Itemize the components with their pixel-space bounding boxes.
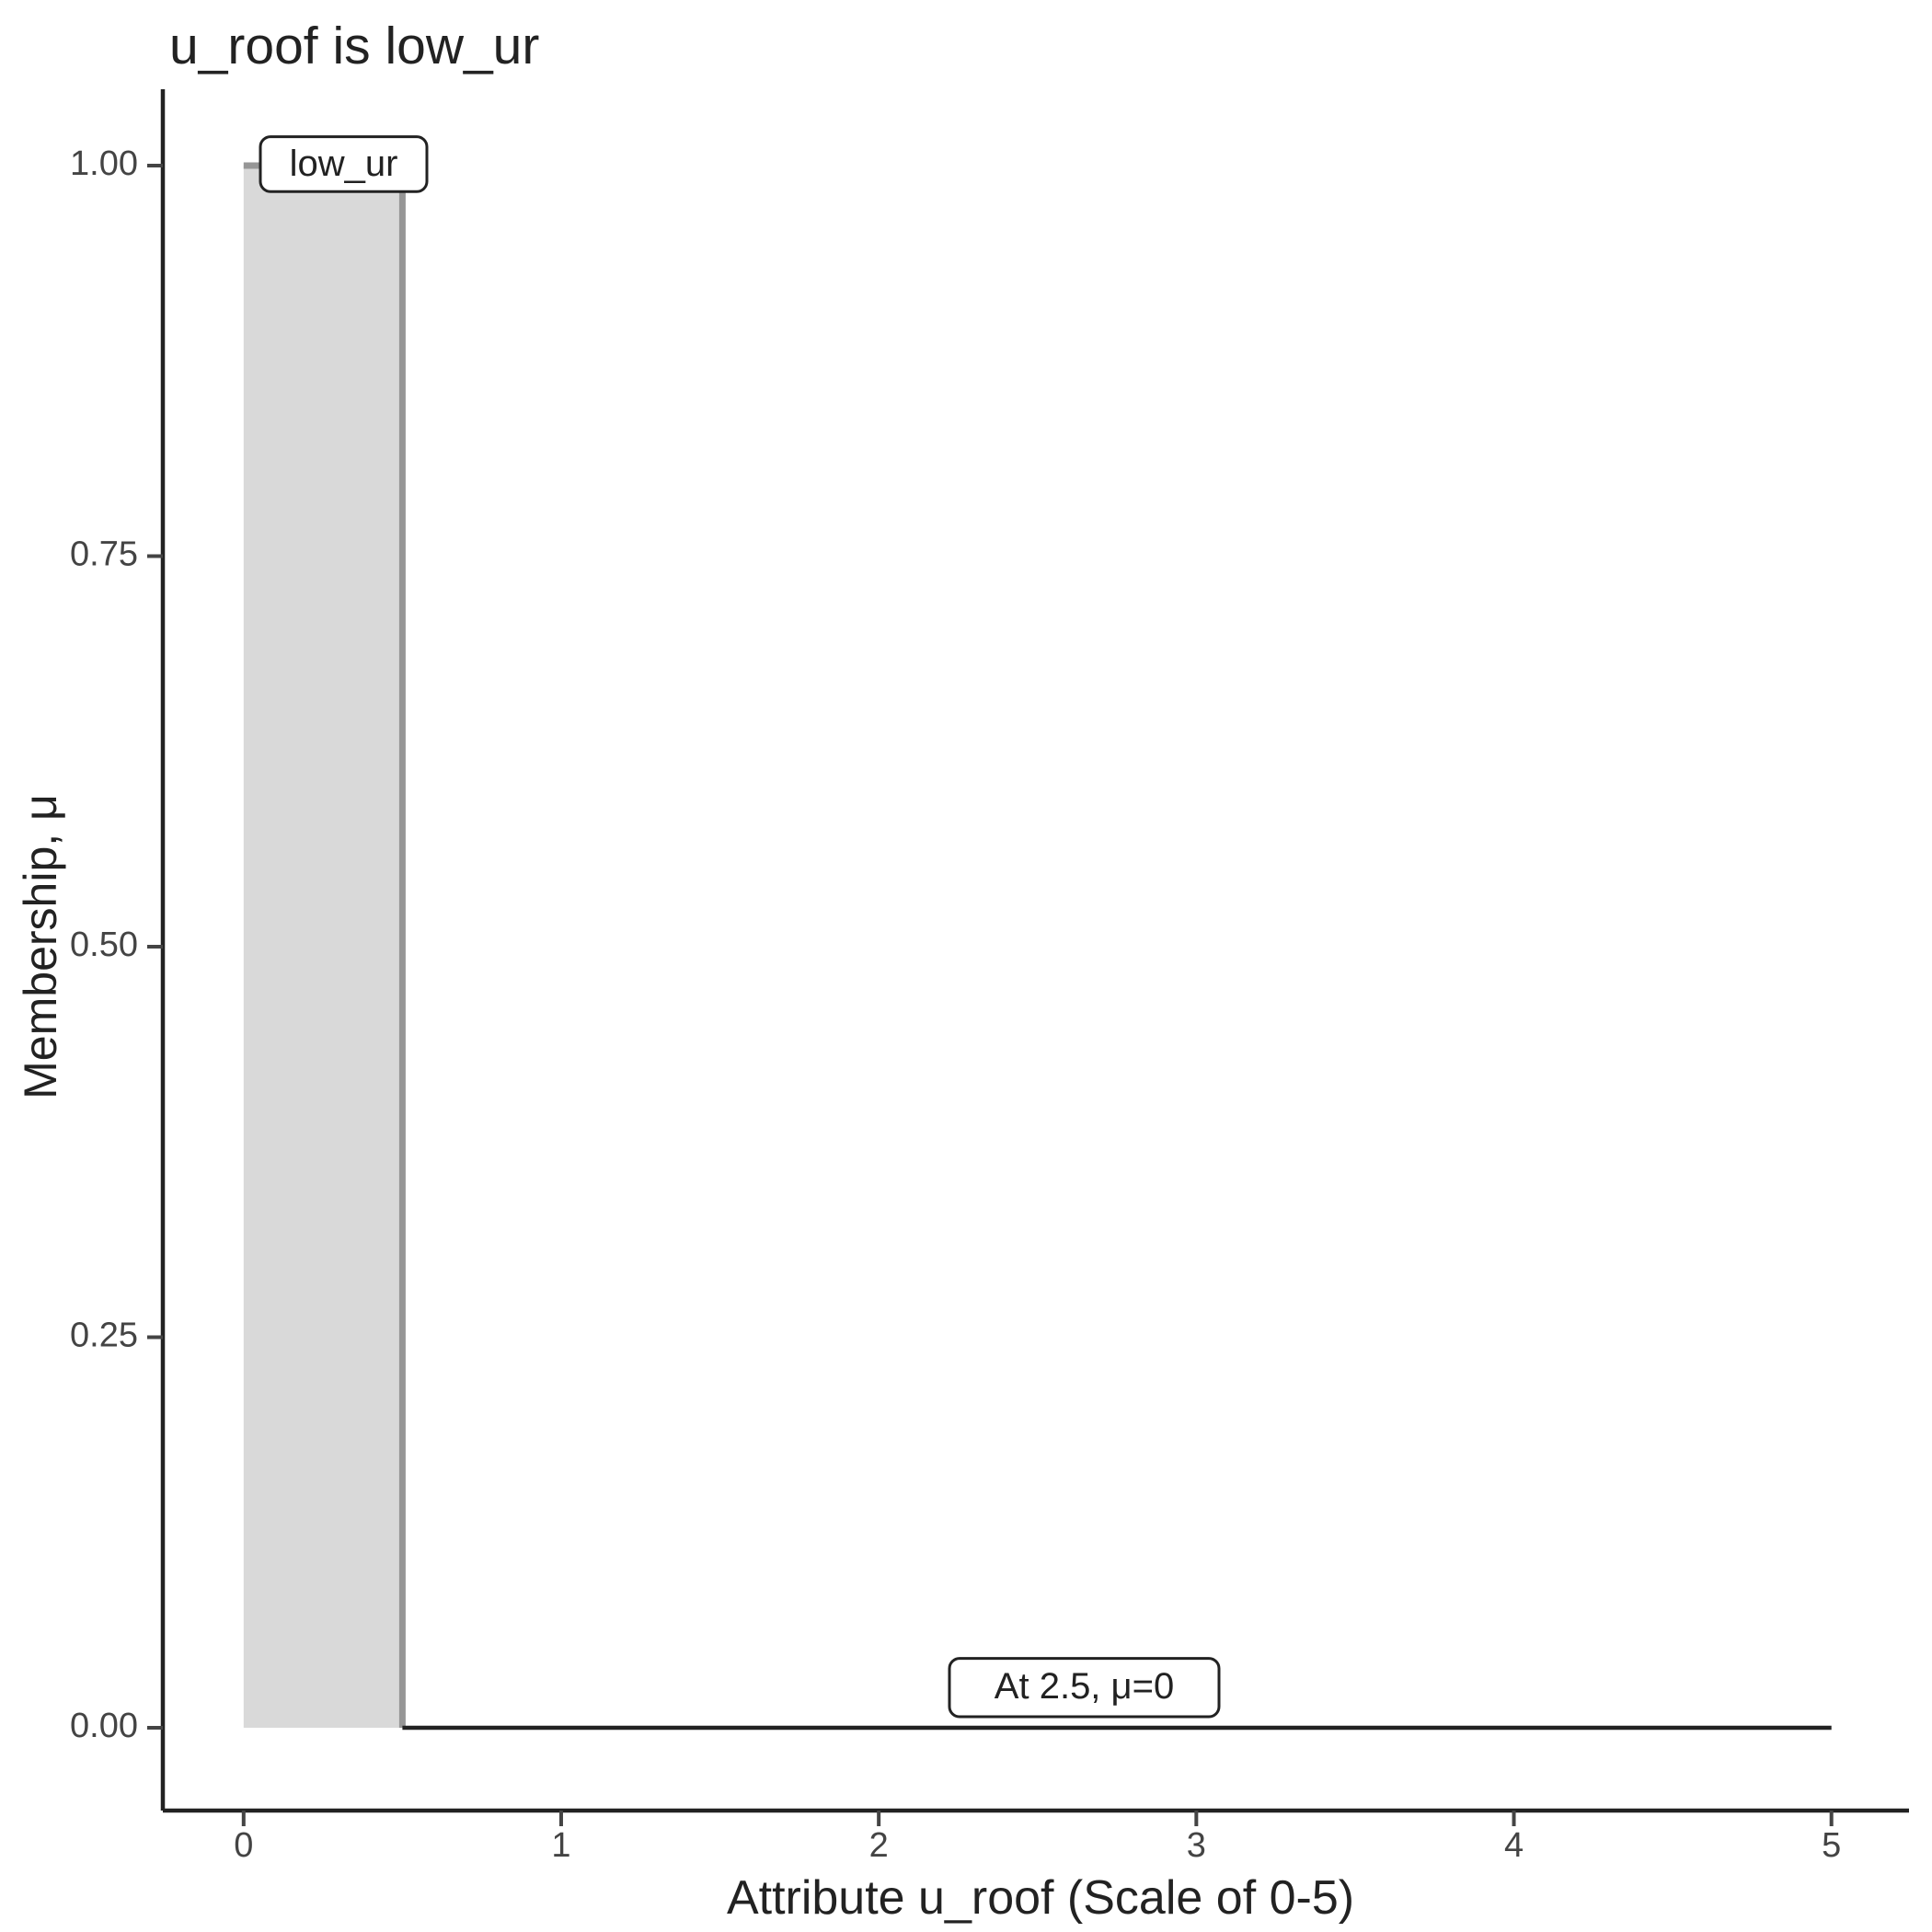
svg-text:0: 0 bbox=[234, 1826, 253, 1865]
svg-text:1.00: 1.00 bbox=[70, 144, 138, 183]
svg-text:0.75: 0.75 bbox=[70, 535, 138, 574]
svg-text:3: 3 bbox=[1187, 1826, 1206, 1865]
svg-text:0.25: 0.25 bbox=[70, 1317, 138, 1355]
svg-text:0.50: 0.50 bbox=[70, 926, 138, 964]
svg-text:Attribute u_roof (Scale of 0-5: Attribute u_roof (Scale of 0-5) bbox=[727, 1871, 1354, 1925]
svg-text:Membership, μ: Membership, μ bbox=[15, 794, 66, 1099]
svg-text:1: 1 bbox=[551, 1826, 570, 1865]
svg-text:low_ur: low_ur bbox=[290, 144, 398, 184]
svg-text:2: 2 bbox=[869, 1826, 889, 1865]
svg-text:At 2.5, μ=0: At 2.5, μ=0 bbox=[995, 1666, 1174, 1707]
svg-text:0.00: 0.00 bbox=[70, 1707, 138, 1745]
svg-text:u_roof is low_ur: u_roof is low_ur bbox=[169, 17, 539, 75]
svg-text:5: 5 bbox=[1822, 1826, 1841, 1865]
svg-text:4: 4 bbox=[1504, 1826, 1524, 1865]
